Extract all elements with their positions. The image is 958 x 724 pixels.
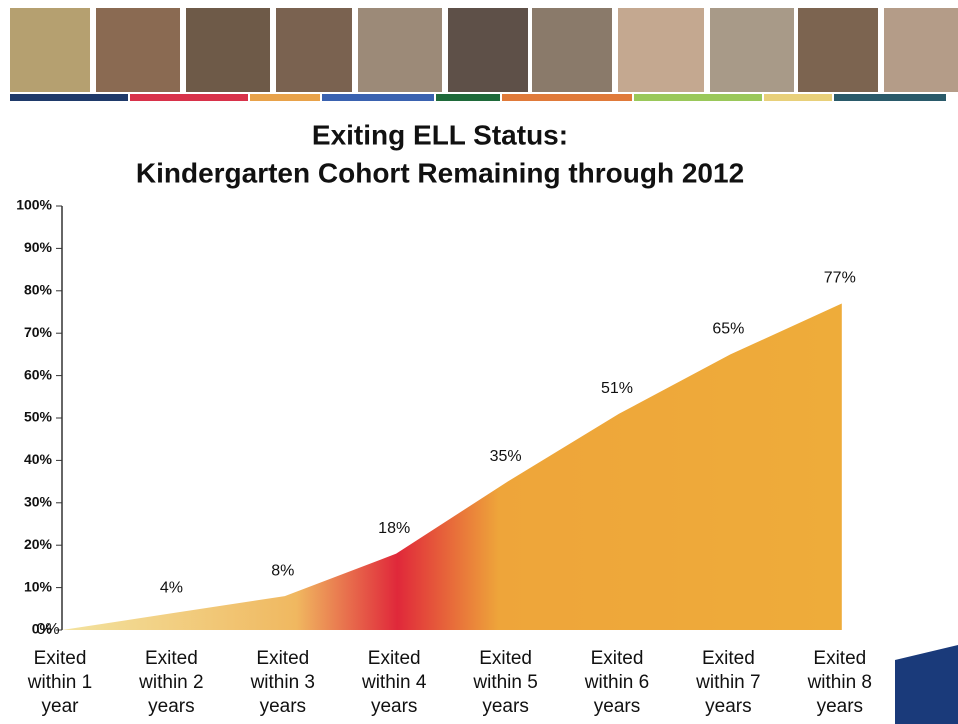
y-tick-label: 0% bbox=[32, 621, 53, 637]
x-tick-label: Exited within 6 years bbox=[584, 648, 650, 717]
x-tick-label: Exited within 8 years bbox=[807, 648, 872, 717]
y-tick-label: 100% bbox=[16, 197, 52, 213]
area bbox=[62, 303, 842, 630]
value-label: 8% bbox=[271, 562, 294, 579]
value-label: 77% bbox=[824, 270, 856, 287]
y-tick-label: 40% bbox=[24, 451, 53, 467]
value-label: 51% bbox=[601, 380, 633, 397]
x-tick-label: Exited within 4 years bbox=[361, 648, 427, 717]
y-tick-label: 70% bbox=[24, 324, 53, 340]
value-label: 65% bbox=[712, 321, 744, 338]
value-label: 18% bbox=[378, 520, 410, 537]
x-tick-label: Exited within 2 years bbox=[139, 648, 204, 717]
y-tick-label: 90% bbox=[24, 239, 53, 255]
y-tick-label: 60% bbox=[24, 366, 53, 382]
x-tick-label: Exited within 5 years bbox=[473, 648, 538, 717]
y-tick-label: 30% bbox=[24, 494, 53, 510]
value-label: 0% bbox=[36, 621, 59, 638]
chart-title: Kindergarten Cohort Remaining through 20… bbox=[136, 157, 744, 188]
color-bars bbox=[10, 94, 946, 101]
photo-strip bbox=[10, 8, 958, 92]
x-tick-label: Exited within 7 years bbox=[696, 648, 761, 717]
x-tick-label: Exited within 3 years bbox=[250, 648, 315, 717]
y-tick-label: 80% bbox=[24, 282, 53, 298]
y-tick-label: 20% bbox=[24, 536, 53, 552]
chart-title: Exiting ELL Status: bbox=[312, 119, 568, 150]
y-tick-label: 50% bbox=[24, 409, 53, 425]
x-tick-label: Exited within 1 year bbox=[27, 648, 93, 717]
value-label: 4% bbox=[160, 579, 183, 596]
value-label: 35% bbox=[490, 448, 522, 465]
y-tick-label: 10% bbox=[24, 578, 53, 594]
corner-decoration bbox=[895, 645, 958, 724]
